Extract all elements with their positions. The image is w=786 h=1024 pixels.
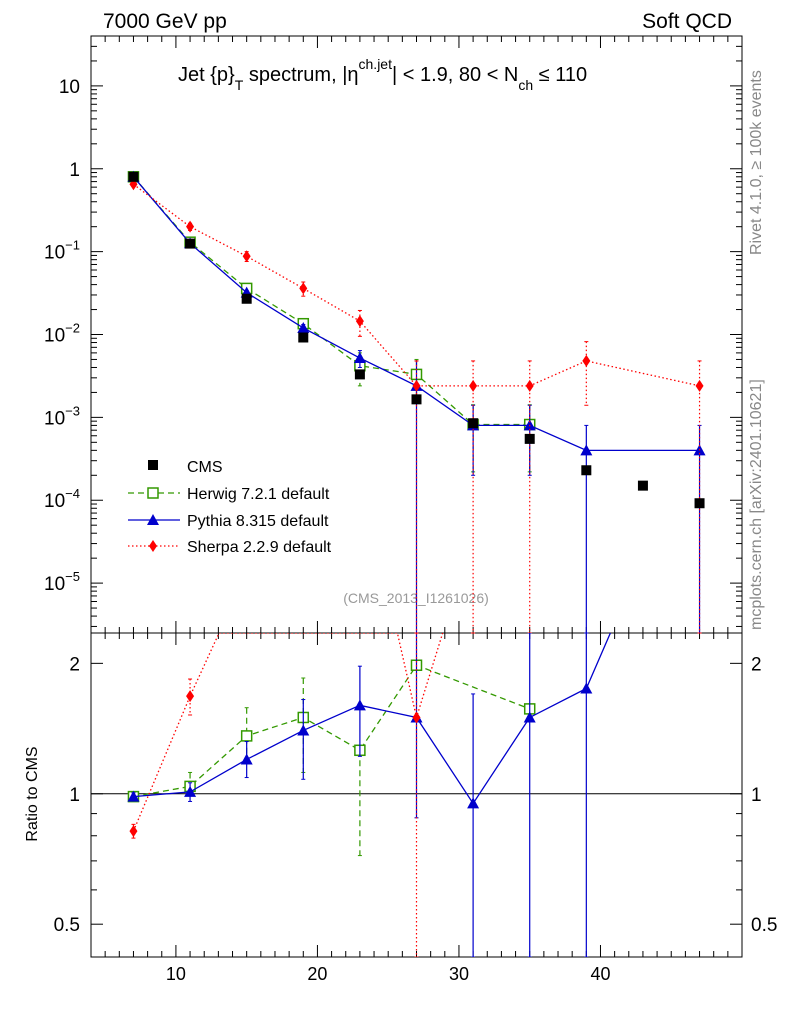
legend-marker-cms: [148, 460, 158, 470]
y-tick-label-ratio: 1: [69, 785, 80, 806]
pythia-point: [184, 785, 197, 797]
legend-label-sherpa: Sherpa 2.2.9 default: [187, 539, 332, 556]
header-category: Soft QCD: [642, 10, 732, 33]
sherpa-point: [186, 690, 195, 703]
sherpa-ratio-line: [132, 633, 444, 832]
cms-point: [524, 433, 535, 444]
cms-point: [694, 498, 705, 509]
sherpa-point: [299, 282, 308, 295]
sherpa-point: [355, 315, 364, 328]
sherpa-top-line: [133, 183, 700, 387]
cms-point: [185, 238, 196, 249]
y-tick-label-top: 10−3: [44, 403, 80, 429]
cms-point: [298, 332, 309, 343]
pythia-ratio-series: [127, 633, 611, 957]
sherpa-point: [186, 220, 195, 233]
y-tick-label-ratio: 0.5: [54, 915, 80, 936]
cms-point: [354, 369, 365, 380]
pythia-point: [580, 444, 593, 456]
herwig-ratio-series: [127, 659, 536, 857]
sherpa-point: [525, 379, 534, 392]
plot-title: Jet {p}T spectrum, |ηch.jet| < 1.9, 80 <…: [178, 56, 587, 93]
legend-label-herwig: Herwig 7.2.1 default: [187, 486, 330, 503]
x-tick-label: 40: [590, 964, 610, 984]
sherpa-top-series: [129, 178, 704, 634]
legend-item-herwig: Herwig 7.2.1 default: [128, 486, 330, 503]
sherpa-ratio-series: [129, 633, 444, 957]
x-tick-label: 30: [449, 964, 469, 984]
pythia-point: [353, 699, 366, 711]
rivet-label: Rivet 4.1.0, ≥ 100k events: [748, 70, 765, 255]
cms-point: [468, 418, 479, 429]
pythia-point: [523, 711, 536, 723]
legend-item-cms: CMS: [148, 459, 223, 476]
ratio-ylabel: Ratio to CMS: [24, 746, 41, 841]
pythia-ratio-line: [133, 633, 611, 805]
cms-top-series: [128, 171, 705, 509]
y-tick-label-top: 10−4: [44, 486, 80, 512]
pythia-point: [467, 797, 480, 809]
sherpa-point: [582, 354, 591, 367]
pythia-point: [240, 753, 253, 765]
herwig-ratio-line: [133, 664, 530, 798]
cms-point: [128, 171, 139, 182]
data-series: [127, 170, 706, 957]
x-tick-label: 10: [166, 964, 186, 984]
legend-marker-pythia: [147, 514, 159, 525]
legend-marker-sherpa: [149, 540, 157, 552]
y-tick-label-top: 10−1: [44, 238, 80, 264]
pythia-point: [353, 352, 366, 364]
y-tick-label-top: 10−2: [44, 321, 80, 347]
y-tick-label-ratio: 2: [69, 654, 80, 675]
pythia-point: [297, 321, 310, 333]
y-tick-label-top: 1: [69, 160, 80, 181]
legend-item-sherpa: Sherpa 2.2.9 default: [128, 539, 332, 556]
cms-point: [241, 293, 252, 304]
legend-label-cms: CMS: [187, 459, 223, 476]
y-tick-label-ratio-right: 1: [751, 785, 762, 806]
axis-ticks: 10 20 30 40 10 1 10−1 10−2 10−3 10−4 10−5 2 2 1 1 0.5 0.…: [44, 35, 777, 984]
herwig-top-line: [132, 176, 530, 426]
y-tick-label-ratio-right: 0.5: [751, 915, 777, 936]
pythia-point: [297, 724, 310, 736]
pythia-point: [580, 682, 593, 694]
y-tick-label-top: 10−5: [44, 569, 80, 595]
mcplots-label: mcplots.cern.ch [arXiv:2401.10621]: [748, 379, 765, 630]
sherpa-point: [129, 825, 138, 838]
cms-point: [581, 465, 592, 476]
legend-item-pythia: Pythia 8.315 default: [128, 513, 329, 530]
sherpa-point: [469, 379, 478, 392]
sherpa-point: [695, 379, 704, 392]
legend: CMS Herwig 7.2.1 default Pythia 8.315 de…: [128, 459, 332, 556]
y-tick-label-top: 10: [59, 77, 80, 98]
sherpa-point: [242, 250, 251, 263]
pythia-top-line: [132, 176, 700, 451]
sherpa-point: [412, 711, 421, 724]
cms-point: [411, 394, 422, 405]
pythia-point: [523, 419, 536, 431]
sherpa-point: [412, 379, 421, 392]
legend-label-pythia: Pythia 8.315 default: [187, 513, 329, 530]
herwig-point: [240, 730, 253, 742]
legend-marker-herwig: [147, 487, 159, 499]
header-energy: 7000 GeV pp: [103, 10, 227, 33]
pythia-point: [127, 790, 140, 802]
y-tick-label-ratio-right: 2: [751, 654, 762, 675]
cms-point: [637, 480, 648, 491]
x-tick-label: 20: [307, 964, 327, 984]
